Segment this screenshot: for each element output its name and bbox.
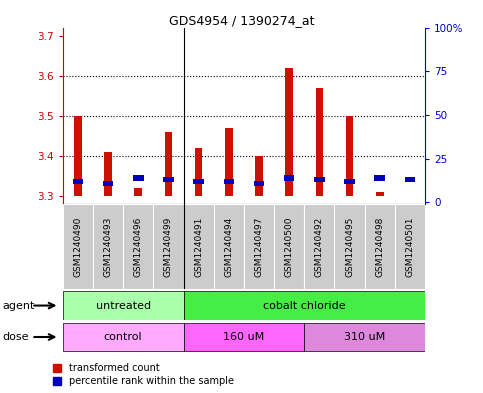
Bar [376, 192, 384, 196]
Bar [254, 180, 264, 186]
Bar [344, 179, 355, 184]
Text: GSM1240501: GSM1240501 [405, 217, 414, 277]
Bar [193, 179, 204, 184]
Text: GSM1240490: GSM1240490 [73, 217, 83, 277]
Bar [374, 175, 385, 180]
Text: GSM1240497: GSM1240497 [255, 217, 264, 277]
Bar [184, 204, 213, 289]
Bar [255, 156, 263, 196]
Bar [284, 175, 295, 180]
Bar [74, 116, 82, 196]
Text: GSM1240491: GSM1240491 [194, 217, 203, 277]
Text: 160 uM: 160 uM [223, 332, 265, 342]
Text: control: control [104, 332, 142, 342]
Bar [72, 179, 83, 184]
Bar [244, 204, 274, 289]
Bar [334, 204, 365, 289]
Text: GSM1240500: GSM1240500 [284, 217, 294, 277]
Text: GSM1240496: GSM1240496 [134, 217, 143, 277]
Text: 310 uM: 310 uM [344, 332, 385, 342]
Text: GSM1240492: GSM1240492 [315, 217, 324, 277]
Bar [163, 177, 174, 182]
Text: GSM1240494: GSM1240494 [224, 217, 233, 277]
Bar [213, 204, 244, 289]
Bar [63, 204, 93, 289]
Bar [304, 204, 334, 289]
Bar [104, 152, 112, 196]
Bar [133, 175, 143, 180]
Bar [184, 292, 425, 320]
Bar [103, 180, 114, 186]
Text: cobalt chloride: cobalt chloride [263, 301, 346, 310]
Bar [304, 323, 425, 351]
Text: GSM1240493: GSM1240493 [103, 217, 113, 277]
Text: GDS4954 / 1390274_at: GDS4954 / 1390274_at [169, 14, 314, 27]
Bar [123, 204, 154, 289]
Text: untreated: untreated [96, 301, 151, 310]
Bar [224, 179, 234, 184]
Bar [314, 177, 325, 182]
Bar [285, 68, 293, 196]
Bar [274, 204, 304, 289]
Bar [165, 132, 172, 196]
Bar [395, 204, 425, 289]
Text: agent: agent [2, 301, 35, 310]
Bar [225, 128, 233, 196]
Bar [346, 116, 354, 196]
Bar [365, 204, 395, 289]
Bar [154, 204, 184, 289]
Legend: transformed count, percentile rank within the sample: transformed count, percentile rank withi… [53, 363, 234, 386]
Bar [63, 292, 184, 320]
Bar [184, 323, 304, 351]
Text: GSM1240499: GSM1240499 [164, 217, 173, 277]
Text: GSM1240495: GSM1240495 [345, 217, 354, 277]
Bar [63, 323, 184, 351]
Text: GSM1240498: GSM1240498 [375, 217, 384, 277]
Text: dose: dose [2, 332, 29, 342]
Bar [195, 148, 202, 196]
Bar [93, 204, 123, 289]
Bar [405, 177, 415, 182]
Bar [315, 88, 323, 196]
Bar [134, 188, 142, 196]
